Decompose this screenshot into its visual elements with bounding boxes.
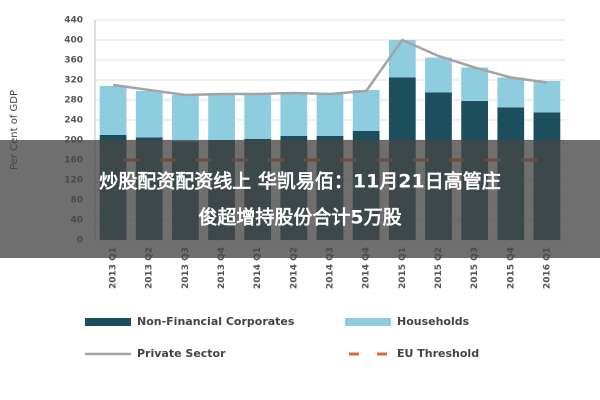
legend-entry: Private Sector (85, 347, 226, 360)
legend-entry: Non-Financial Corporates (85, 315, 295, 328)
x-tick-label: 2014 Q1 (253, 247, 263, 289)
y-axis-label: Per Cent of GDP (9, 90, 20, 170)
x-tick-label: 2015 Q2 (434, 247, 444, 289)
x-tick-label: 2015 Q4 (506, 247, 516, 289)
x-tick-label: 2013 Q1 (109, 247, 119, 289)
x-tick-label: 2015 Q3 (470, 247, 480, 289)
bar (280, 92, 308, 136)
bar (352, 90, 380, 131)
x-tick-label: 2014 Q4 (362, 247, 372, 289)
overlay-text: 俊超增持股份合计5万股 (198, 206, 401, 229)
y-tick-label: 440 (64, 16, 83, 26)
x-tick-label: 2013 Q4 (217, 247, 227, 289)
x-tick-label: 2013 Q2 (145, 247, 155, 289)
overlay-banner (0, 140, 600, 258)
bar (244, 94, 272, 139)
bar (425, 57, 452, 93)
bar (388, 40, 416, 78)
line-series (112, 38, 548, 97)
legend-label: Private Sector (137, 347, 226, 360)
bar (208, 94, 235, 140)
bar (533, 81, 561, 113)
y-tick-label: 280 (64, 96, 83, 106)
bar (172, 95, 199, 142)
x-tick-label: 2014 Q2 (289, 247, 299, 289)
y-tick-label: 320 (64, 76, 83, 86)
legend-label: EU Threshold (397, 347, 479, 360)
bar (316, 94, 344, 136)
legend-swatch (345, 318, 391, 326)
legend-swatch (85, 318, 131, 326)
legend-entry: EU Threshold (349, 347, 479, 360)
y-tick-label: 240 (64, 116, 83, 126)
y-tick-label: 360 (64, 56, 83, 66)
y-tick-label: 400 (64, 36, 83, 46)
legend-label: Households (397, 315, 470, 328)
x-tick-label: 2015 Q1 (398, 247, 408, 289)
bar (135, 91, 163, 138)
x-tick-label: 2013 Q3 (181, 247, 191, 289)
bar (497, 77, 525, 108)
bar (461, 67, 488, 101)
bar (99, 86, 127, 135)
legend-label: Non-Financial Corporates (137, 315, 295, 328)
legend-entry: Households (345, 315, 470, 328)
x-tick-label: 2016 Q1 (542, 247, 552, 289)
overlay-text: 炒股配资配资线上 华凯易佰：11月21日高管庄 (99, 170, 501, 193)
x-tick-label: 2014 Q3 (326, 247, 336, 289)
